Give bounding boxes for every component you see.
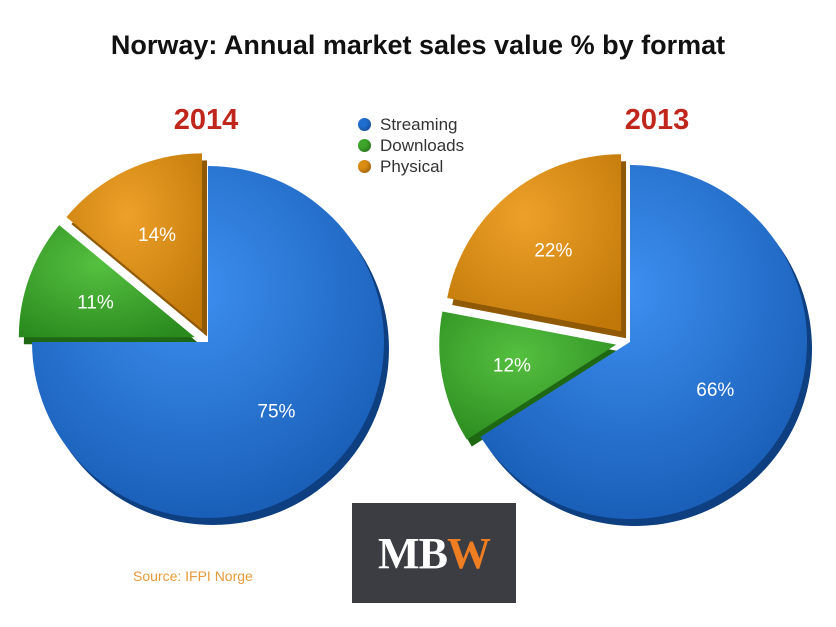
pie-2014-label-streaming: 75% bbox=[257, 401, 295, 422]
legend-item-streaming: Streaming bbox=[358, 114, 464, 135]
pie-2014-slice-downloads bbox=[18, 225, 195, 338]
pie-2013-slice-streaming bbox=[480, 165, 808, 519]
pie-2013: 12% 22% 66% bbox=[439, 154, 812, 526]
logo-text-accent: W bbox=[446, 528, 491, 578]
legend-label-downloads: Downloads bbox=[380, 135, 465, 155]
legend: Streaming Downloads Physical bbox=[358, 114, 464, 177]
pie-2014-slice-physical bbox=[66, 153, 203, 330]
legend-swatch-physical bbox=[358, 160, 371, 173]
legend-swatch-streaming bbox=[358, 118, 371, 131]
mbw-logo: MBW bbox=[352, 503, 516, 603]
pie-2014-label-physical: 14% bbox=[138, 225, 176, 246]
pie-2013-slice-downloads bbox=[439, 311, 617, 440]
legend-swatch-downloads bbox=[358, 139, 371, 152]
logo-text-main: MB bbox=[378, 528, 448, 578]
pie-2014-slice-streaming bbox=[32, 166, 384, 518]
pie-2014: 11% 14% 75% bbox=[18, 153, 389, 525]
legend-label-streaming: Streaming bbox=[380, 114, 458, 134]
chart-title: Norway: Annual market sales value % by f… bbox=[110, 30, 726, 60]
pie-title-2013: 2013 bbox=[624, 104, 690, 136]
pie-2013-slice-physical bbox=[447, 154, 622, 332]
pie-2013-label-downloads: 12% bbox=[493, 356, 531, 377]
pie-2014-label-downloads: 11% bbox=[77, 292, 114, 313]
legend-item-physical: Physical bbox=[358, 156, 464, 177]
legend-label-physical: Physical bbox=[380, 156, 444, 176]
legend-item-downloads: Downloads bbox=[358, 135, 464, 156]
logo-text: MBW bbox=[378, 528, 491, 579]
pie-2013-label-physical: 22% bbox=[534, 240, 572, 261]
pie-2013-label-streaming: 66% bbox=[696, 380, 734, 401]
pie-title-2014: 2014 bbox=[173, 104, 239, 136]
source-note: Source: IFPI Norge bbox=[133, 568, 253, 584]
